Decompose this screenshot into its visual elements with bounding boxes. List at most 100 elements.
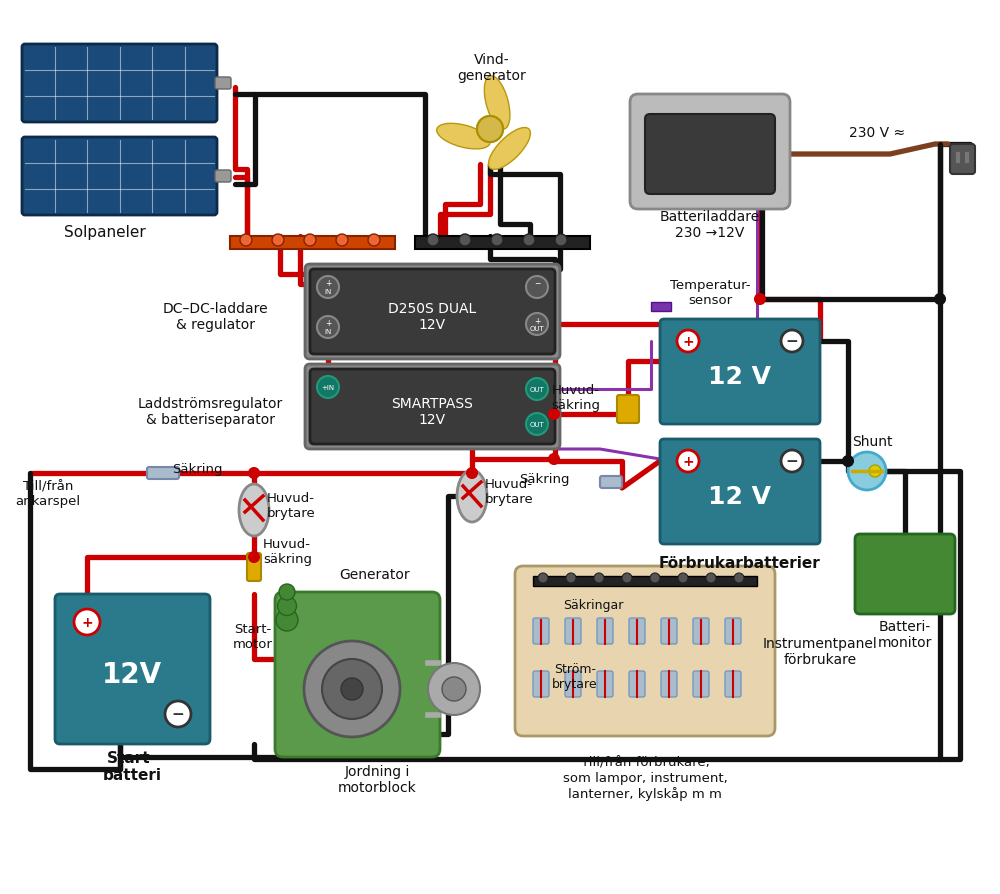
FancyBboxPatch shape: [147, 468, 179, 479]
FancyBboxPatch shape: [215, 171, 231, 182]
Text: Huvud-
brytare: Huvud- brytare: [267, 492, 316, 519]
Circle shape: [523, 235, 535, 247]
FancyBboxPatch shape: [597, 619, 613, 645]
Circle shape: [555, 235, 567, 247]
FancyBboxPatch shape: [661, 671, 677, 697]
FancyBboxPatch shape: [310, 270, 555, 355]
Text: Till/från
ankarspel: Till/från ankarspel: [15, 479, 81, 508]
Text: Huvud-
brytare: Huvud- brytare: [485, 477, 534, 505]
FancyBboxPatch shape: [693, 671, 709, 697]
Ellipse shape: [457, 470, 487, 522]
Circle shape: [734, 573, 744, 584]
Circle shape: [594, 573, 604, 584]
Text: Shunt: Shunt: [852, 434, 892, 449]
Text: +: +: [81, 615, 93, 629]
Circle shape: [279, 585, 295, 601]
Circle shape: [428, 663, 480, 715]
Text: −: −: [786, 454, 798, 469]
Text: +: +: [325, 279, 331, 288]
Circle shape: [869, 466, 881, 477]
FancyBboxPatch shape: [950, 145, 975, 175]
FancyBboxPatch shape: [600, 477, 622, 488]
Text: DC–DC-laddare
& regulator: DC–DC-laddare & regulator: [162, 301, 268, 332]
Circle shape: [317, 376, 339, 399]
Bar: [651, 303, 671, 312]
Circle shape: [526, 414, 548, 435]
Text: Ström-
brytare: Ström- brytare: [552, 662, 598, 690]
Text: Instrumentpanel
förbrukare: Instrumentpanel förbrukare: [763, 637, 877, 666]
Text: Huvud-
säkring: Huvud- säkring: [263, 537, 312, 565]
Circle shape: [317, 276, 339, 299]
Circle shape: [249, 468, 259, 478]
Circle shape: [549, 409, 559, 419]
Text: Förbrukarbatterier: Förbrukarbatterier: [659, 555, 821, 569]
FancyBboxPatch shape: [661, 619, 677, 645]
Circle shape: [677, 331, 699, 352]
FancyBboxPatch shape: [533, 671, 549, 697]
Text: 230 V ≈: 230 V ≈: [849, 126, 905, 139]
FancyBboxPatch shape: [247, 553, 261, 581]
FancyBboxPatch shape: [515, 567, 775, 736]
Circle shape: [304, 641, 400, 738]
FancyBboxPatch shape: [565, 671, 581, 697]
Circle shape: [566, 573, 576, 584]
Text: Laddströmsregulator
& batteriseparator: Laddströmsregulator & batteriseparator: [137, 396, 283, 426]
FancyBboxPatch shape: [629, 619, 645, 645]
Text: 12 V: 12 V: [708, 365, 772, 389]
Text: Batteri-
monitor: Batteri- monitor: [878, 620, 932, 649]
FancyBboxPatch shape: [305, 365, 560, 450]
Circle shape: [165, 701, 191, 727]
Text: Till/från förbrukare,
som lampor, instrument,
lanterner, kylskåp m m: Till/från förbrukare, som lampor, instru…: [563, 756, 727, 800]
Circle shape: [843, 457, 853, 467]
Circle shape: [549, 454, 559, 465]
Circle shape: [368, 235, 380, 247]
FancyBboxPatch shape: [725, 619, 741, 645]
FancyBboxPatch shape: [275, 593, 440, 757]
Text: Temperatur-
sensor: Temperatur- sensor: [670, 279, 750, 307]
Ellipse shape: [489, 129, 530, 170]
FancyBboxPatch shape: [533, 619, 549, 645]
Circle shape: [677, 451, 699, 472]
Text: IN: IN: [324, 289, 332, 295]
Text: OUT: OUT: [530, 386, 544, 392]
Circle shape: [622, 573, 632, 584]
Text: 12 V: 12 V: [708, 485, 772, 509]
Text: Batteriladdare
230 →12V: Batteriladdare 230 →12V: [660, 210, 760, 240]
Circle shape: [678, 573, 688, 584]
Text: −: −: [172, 707, 184, 721]
Text: IN: IN: [324, 329, 332, 334]
FancyBboxPatch shape: [22, 138, 217, 215]
Circle shape: [781, 331, 803, 352]
Circle shape: [427, 235, 439, 247]
Circle shape: [538, 573, 548, 584]
FancyBboxPatch shape: [855, 535, 955, 614]
Text: +: +: [534, 316, 540, 325]
Text: OUT: OUT: [530, 422, 544, 427]
FancyBboxPatch shape: [660, 440, 820, 544]
Circle shape: [240, 235, 252, 247]
FancyBboxPatch shape: [630, 95, 790, 210]
FancyBboxPatch shape: [215, 78, 231, 90]
Text: SMARTPASS
12V: SMARTPASS 12V: [391, 396, 473, 426]
Circle shape: [491, 235, 503, 247]
Bar: [230, 237, 395, 249]
FancyBboxPatch shape: [629, 671, 645, 697]
Text: −: −: [786, 334, 798, 350]
Circle shape: [935, 295, 945, 305]
Text: Jordning i
motorblock: Jordning i motorblock: [338, 764, 416, 794]
Circle shape: [74, 610, 100, 636]
Circle shape: [276, 610, 298, 631]
Text: Säkring: Säkring: [172, 462, 223, 475]
FancyBboxPatch shape: [617, 395, 639, 424]
Text: +IN: +IN: [321, 384, 335, 391]
Circle shape: [848, 452, 886, 491]
Bar: [415, 237, 590, 249]
FancyBboxPatch shape: [310, 369, 555, 444]
Circle shape: [706, 573, 716, 584]
Circle shape: [322, 659, 382, 719]
Circle shape: [272, 235, 284, 247]
Text: −: −: [534, 279, 540, 288]
Text: Start-
batteri: Start- batteri: [103, 750, 162, 782]
Text: Säkringar: Säkringar: [563, 598, 623, 611]
Circle shape: [526, 378, 548, 401]
